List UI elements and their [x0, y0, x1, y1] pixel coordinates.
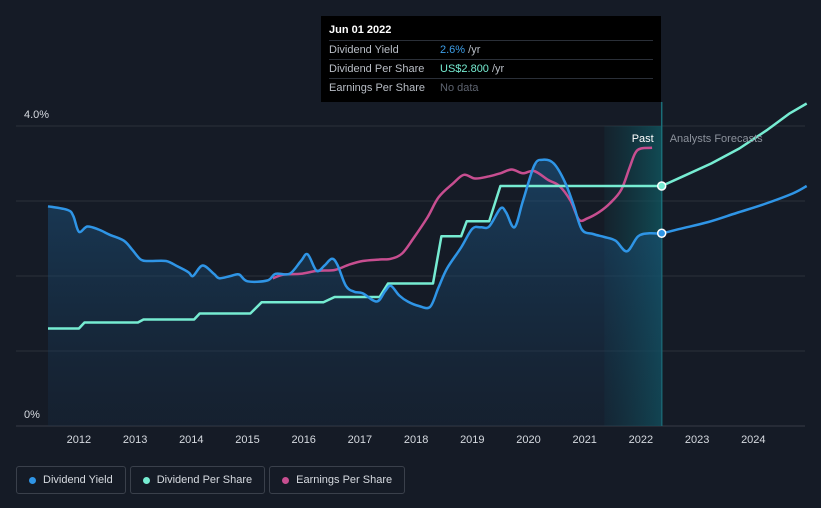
legend-dot-icon — [29, 476, 36, 484]
tooltip-suffix: /yr — [465, 44, 481, 56]
x-tick-label: 2016 — [291, 434, 315, 446]
earnings-per-share-line — [272, 146, 653, 280]
x-tick-label: 2021 — [572, 434, 596, 446]
forecast-label: Analysts Forecasts — [670, 133, 763, 145]
legend-dot-icon — [282, 476, 290, 484]
hover-tooltip: Jun 01 2022 Dividend Yield 2.6% /yr Divi… — [321, 16, 661, 102]
chart-legend: Dividend Yield Dividend Per Share Earnin… — [16, 466, 406, 494]
x-tick-label: 2015 — [235, 434, 259, 446]
tooltip-value: US$2.800 — [440, 63, 489, 75]
y-tick-label: 4.0% — [24, 109, 49, 121]
y-tick-label: 0% — [24, 409, 40, 421]
axis-labels-layer: 4.0% 0% 2012 2013 2014 2015 2016 2017 2018 2019 20… — [24, 109, 766, 446]
legend-dot-icon — [142, 476, 150, 484]
yield-marker — [656, 228, 667, 238]
x-tick-label: 2023 — [685, 434, 709, 446]
tooltip-value: 2.6% — [440, 44, 466, 56]
tooltip-value: No data — [440, 82, 479, 94]
legend-label: Earnings Per Share — [296, 474, 393, 486]
x-tick-label: 2024 — [741, 434, 765, 446]
tooltip-row-dividend-yield: Dividend Yield 2.6% /yr — [329, 40, 653, 59]
tooltip-label: Earnings Per Share — [329, 82, 425, 94]
legend-item-dividend-yield[interactable]: Dividend Yield — [16, 466, 126, 494]
x-tick-label: 2020 — [516, 434, 540, 446]
x-tick-label: 2017 — [348, 434, 372, 446]
marker-layer — [656, 181, 667, 238]
past-label: Past — [632, 133, 654, 145]
x-tick-label: 2014 — [179, 434, 203, 446]
tooltip-label: Dividend Yield — [329, 44, 399, 56]
x-tick-label: 2012 — [67, 434, 91, 446]
series-lines-layer — [47, 102, 808, 330]
dividend-yield-line — [47, 158, 808, 310]
tooltip-row-dividend-per-share: Dividend Per Share US$2.800 /yr — [329, 59, 653, 78]
x-tick-label: 2019 — [460, 434, 484, 446]
dividend-per-share-line — [48, 102, 808, 330]
tooltip-row-earnings-per-share: Earnings Per Share No data — [329, 78, 653, 97]
tooltip-suffix: /yr — [488, 63, 505, 75]
legend-label: Dividend Per Share — [156, 474, 253, 486]
legend-item-dividend-per-share[interactable]: Dividend Per Share — [129, 466, 266, 494]
legend-label: Dividend Yield — [43, 474, 113, 486]
dps-marker — [656, 181, 667, 191]
tooltip-label: Dividend Per Share — [329, 63, 425, 75]
x-tick-label: 2013 — [123, 434, 147, 446]
x-tick-label: 2022 — [629, 434, 653, 446]
x-tick-label: 2018 — [404, 434, 428, 446]
legend-item-earnings-per-share[interactable]: Earnings Per Share — [269, 466, 406, 494]
tooltip-date: Jun 01 2022 — [329, 24, 392, 36]
